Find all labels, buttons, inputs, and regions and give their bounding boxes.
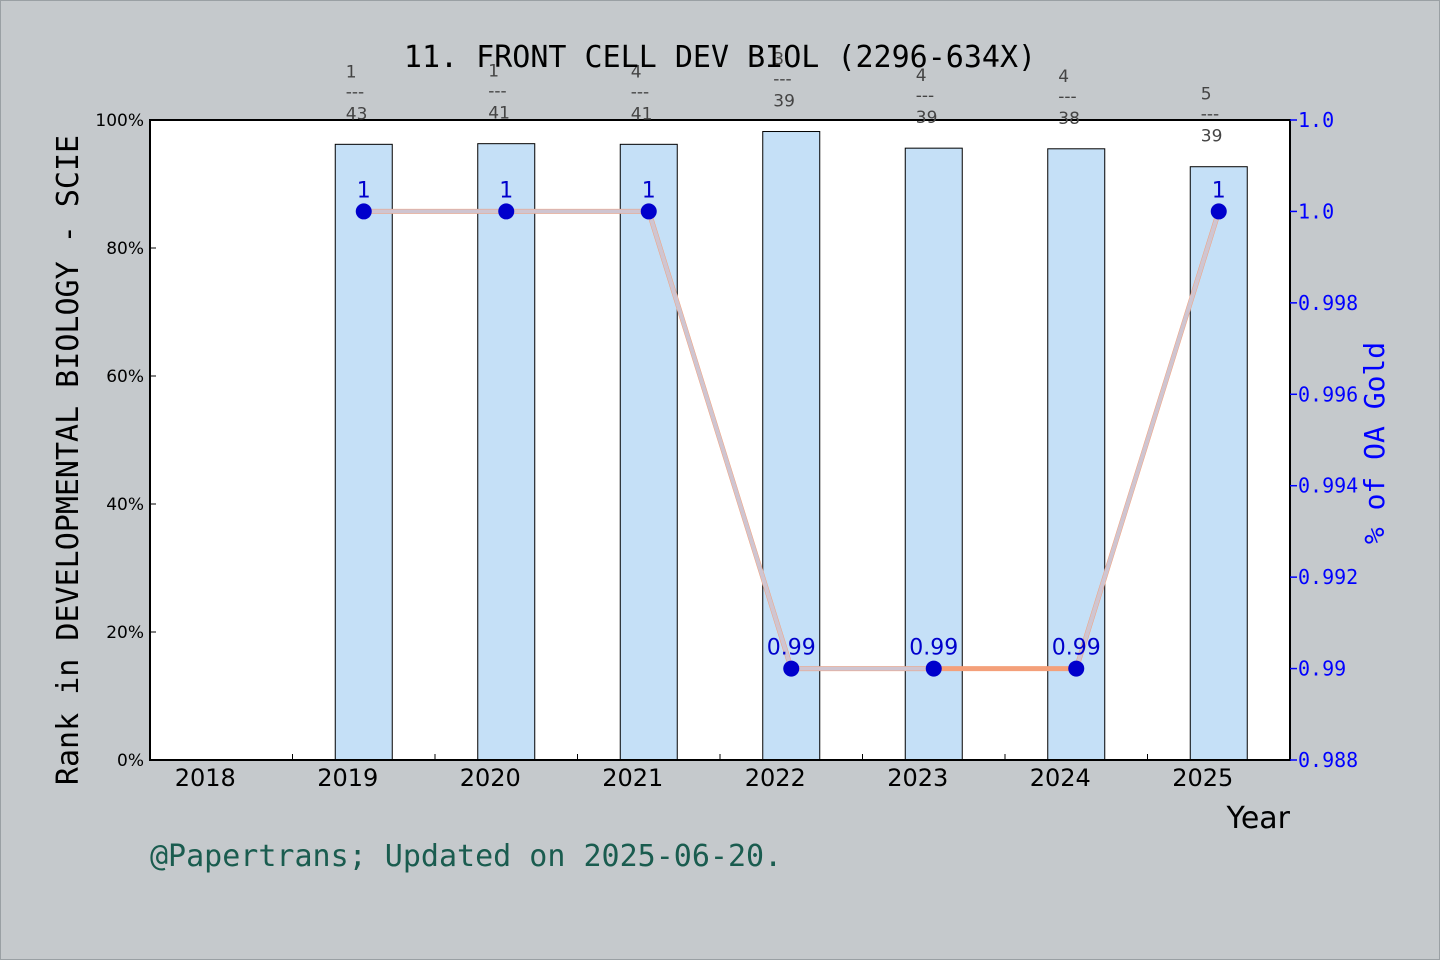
oa-marker-2022 xyxy=(783,660,800,677)
oa-value-label: 1 xyxy=(642,178,656,203)
right-tick-label: 1.0 xyxy=(1298,199,1334,223)
chart-title: 11. FRONT CELL DEV BIOL (2296-634X) xyxy=(404,40,1036,75)
x-tick-label: 2022 xyxy=(745,764,806,792)
rank-separator: --- xyxy=(488,82,506,102)
x-tick-label: 2023 xyxy=(887,764,948,792)
rank-total: 38 xyxy=(1058,109,1080,129)
oa-value-label: 0.99 xyxy=(1052,636,1101,661)
bar-2020 xyxy=(477,143,536,761)
oa-line-overlay xyxy=(646,210,794,670)
axes-layer: 0% 20% 40% 60% 80% 100% 0.988 0.99 0.992 0.994 0.9… xyxy=(95,108,1358,792)
oa-marker-2023 xyxy=(925,660,942,677)
y-axis-left-label: Rank in DEVELOPMENTAL BIOLOGY - SCIE xyxy=(51,135,86,785)
x-tick-label: 2019 xyxy=(317,764,378,792)
rank-separator: --- xyxy=(916,86,934,106)
left-tick-label: 20% xyxy=(106,623,144,643)
y-axis-right-label: % of OA Gold xyxy=(1358,342,1391,544)
rank-separator: --- xyxy=(773,70,791,90)
right-tick-label: 0.988 xyxy=(1298,748,1358,772)
rank-separator: --- xyxy=(631,82,649,102)
left-tick-label: 60% xyxy=(106,367,144,387)
oa-marker-2025 xyxy=(1210,203,1227,220)
rank-label: 1 xyxy=(488,62,499,82)
rank-total: 41 xyxy=(488,104,510,124)
right-tick-label: 0.99 xyxy=(1298,657,1346,681)
bar-2021 xyxy=(619,143,678,761)
oa-line-overlay xyxy=(1074,210,1221,670)
oa-value-label: 1 xyxy=(1212,178,1226,203)
footer-note: @Papertrans; Updated on 2025-06-20. xyxy=(150,839,782,874)
oa-value-label: 0.99 xyxy=(767,636,816,661)
rank-separator: --- xyxy=(346,82,364,102)
right-tick-label: 0.994 xyxy=(1298,474,1358,498)
x-tick-label: 2021 xyxy=(602,764,663,792)
right-tick-label: 1.0 xyxy=(1298,108,1334,132)
rank-label: 4 xyxy=(631,62,642,82)
rank-separator: --- xyxy=(1058,87,1076,107)
x-axis-label: Year xyxy=(1225,801,1290,836)
right-tick-label: 0.992 xyxy=(1298,565,1358,589)
left-tick-label: 80% xyxy=(106,239,144,259)
right-tick-label: 0.998 xyxy=(1298,291,1358,315)
lines-layer xyxy=(355,203,1227,677)
oa-marker-2024 xyxy=(1068,660,1085,677)
oa-value-label: 1 xyxy=(499,178,513,203)
rank-label: 5 xyxy=(1201,85,1212,105)
oa-marker-2019 xyxy=(355,203,372,220)
right-tick-label: 0.996 xyxy=(1298,382,1358,406)
rank-label: 4 xyxy=(1058,67,1069,87)
oa-value-label: 1 xyxy=(357,178,371,203)
rank-label: 4 xyxy=(916,66,927,86)
rank-total: 39 xyxy=(916,108,938,128)
bar-2025 xyxy=(1189,166,1248,761)
rank-total: 43 xyxy=(346,104,368,124)
bar-2019 xyxy=(334,143,393,761)
x-tick-label: 2018 xyxy=(175,764,236,792)
x-tick-label: 2024 xyxy=(1030,764,1091,792)
x-tick-label: 2020 xyxy=(460,764,521,792)
left-tick-label: 40% xyxy=(106,495,144,515)
rank-separator: --- xyxy=(1201,105,1219,125)
x-tick-label: 2025 xyxy=(1172,764,1233,792)
rank-total: 41 xyxy=(631,104,653,124)
rank-total: 39 xyxy=(1201,127,1223,147)
oa-value-label: 0.99 xyxy=(909,636,958,661)
rank-label: 3 xyxy=(773,50,784,70)
bar-2023 xyxy=(904,147,963,761)
oa-marker-2020 xyxy=(498,203,515,220)
oa-marker-2021 xyxy=(640,203,657,220)
rank-total: 39 xyxy=(773,92,795,112)
left-tick-label: 100% xyxy=(95,111,144,131)
rank-label: 1 xyxy=(346,62,357,82)
bar-2022 xyxy=(762,131,821,761)
labels-layer: 1 1 10.99 0.99 0.9911---431---414---413---39… xyxy=(346,50,1226,661)
left-tick-label: 0% xyxy=(117,751,144,771)
